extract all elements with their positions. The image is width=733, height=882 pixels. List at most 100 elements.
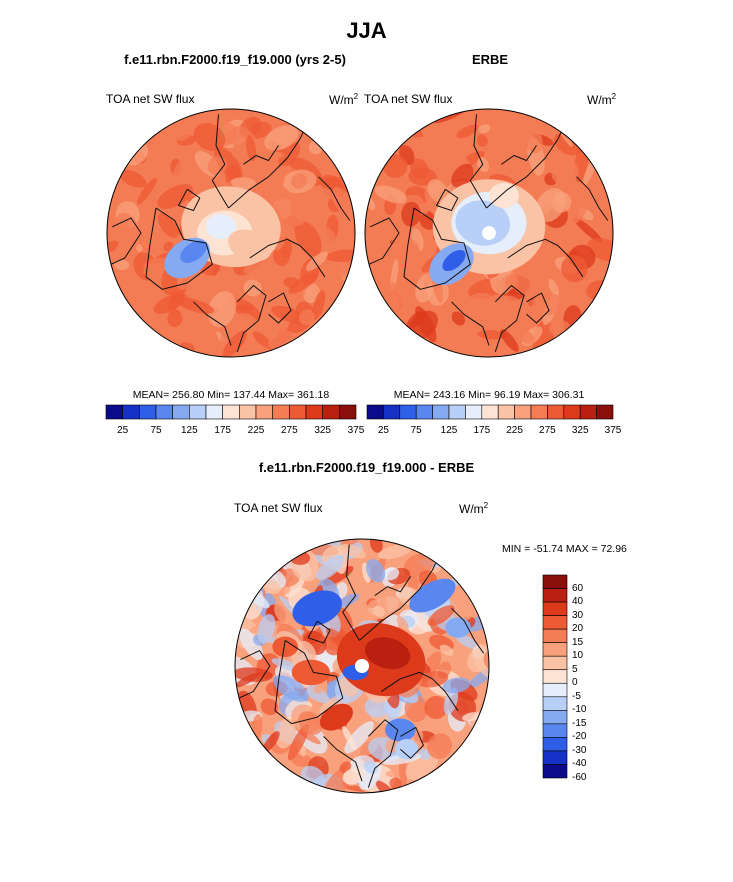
coastline — [274, 639, 344, 725]
field-contour-region — [272, 636, 298, 658]
panel1-colorbar-swatch — [305, 404, 323, 420]
field-contour-patch — [138, 199, 152, 214]
coastline — [374, 576, 412, 597]
coastline — [359, 550, 442, 641]
panel3-colorbar-tick-label: -15 — [572, 717, 587, 729]
field-contour-patch — [291, 173, 307, 189]
field-contour-patch — [407, 575, 420, 591]
coastline — [307, 620, 331, 644]
field-contour-patch — [275, 717, 297, 749]
field-contour-region — [291, 659, 330, 686]
field-contour-patch — [489, 161, 508, 178]
field-contour-patch — [385, 770, 403, 778]
coastline — [243, 145, 279, 165]
panel1-colorbar-swatch — [205, 404, 223, 420]
field-contour-patch — [365, 559, 386, 583]
panel1-colorbar-swatch — [339, 404, 357, 420]
field-contour-patch — [252, 331, 273, 349]
field-contour-patch — [287, 723, 310, 761]
panel2-colorbar-tick-label: 175 — [473, 425, 491, 436]
coastline — [342, 544, 360, 641]
panel2-colorbar-swatch — [497, 404, 515, 420]
field-contour-patch — [229, 313, 259, 337]
panel2-colorbar-tick-label: 75 — [410, 425, 422, 436]
coastline — [268, 292, 292, 324]
panel2-colorbar-swatch — [530, 404, 548, 420]
field-contour-patch — [316, 554, 345, 581]
field-contour-patch — [389, 777, 402, 790]
panel1-colorbar-swatch — [155, 404, 173, 420]
coastline — [238, 650, 271, 699]
field-contour-patch — [207, 291, 237, 328]
field-contour-patch — [172, 158, 195, 184]
panel3-colorbar-tick-label: 5 — [572, 663, 578, 675]
field-contour-region — [180, 240, 207, 263]
field-contour-patch — [243, 253, 277, 274]
panel3-colorbar-swatch — [542, 682, 568, 698]
panel3-colorbar-tick-label: -30 — [572, 744, 587, 756]
field-contour-patch — [336, 593, 360, 608]
panel3-colorbar-swatch — [542, 696, 568, 711]
panel1-stats: MEAN= 256.80 Min= 137.44 Max= 361.18 — [132, 389, 330, 401]
panel2-colorbar-swatch — [383, 404, 401, 420]
field-contour-region — [395, 738, 419, 760]
field-contour-patch — [222, 130, 239, 145]
field-contour-patch — [157, 212, 179, 239]
field-contour-patch — [291, 753, 312, 767]
field-contour-patch — [500, 329, 519, 352]
coastline — [318, 176, 351, 221]
field-contour-patch — [315, 223, 336, 241]
panel1-colorbar-swatch — [239, 404, 257, 420]
field-contour-patch — [590, 183, 608, 211]
panel3-colorbar-swatch — [542, 764, 568, 779]
field-contour-patch — [259, 150, 285, 159]
field-contour-patch — [204, 323, 217, 357]
field-contour-patch — [561, 255, 588, 283]
panel1-colorbar-tick-label: 375 — [347, 425, 365, 436]
map-boundary — [106, 108, 356, 358]
panel1-colorbar-tick-label: 25 — [117, 425, 129, 436]
field-contour-patch — [562, 278, 580, 294]
panel3-colorbar-swatch — [542, 723, 568, 738]
field-contour-patch — [231, 144, 242, 158]
panel2-colorbar-swatch — [415, 404, 433, 420]
panel2-variable-label: TOA net SW flux — [364, 92, 453, 106]
panel3-title: f.e11.rbn.F2000.f19_f19.000 - ERBE — [258, 460, 475, 475]
panel2-colorbar-tick-label: 25 — [377, 425, 389, 436]
panel3-colorbar-tick-label: 15 — [572, 636, 584, 648]
coastline — [193, 301, 232, 346]
coastline — [323, 736, 363, 782]
panel3-colorbar-swatch — [542, 615, 568, 630]
field-contour-patch — [510, 263, 539, 295]
panel3-colorbar-swatch — [542, 669, 568, 684]
field-contour-patch — [370, 244, 387, 262]
field-contour-patch — [472, 109, 491, 126]
panel3-colorbar-swatch — [542, 588, 568, 603]
pole-hole — [354, 658, 370, 674]
field-contour-patch — [374, 185, 408, 204]
field-contour-patch — [207, 156, 227, 176]
panel3-colorbar-tick-label: -5 — [572, 690, 581, 702]
field-contour-patch — [288, 272, 318, 294]
coastline — [451, 301, 490, 346]
coastline — [400, 726, 424, 759]
panel3-colorbar-tick-label: 30 — [572, 609, 584, 621]
panel1-colorbar-swatch — [272, 404, 290, 420]
coastline — [486, 120, 567, 209]
panel2-colorbar-tick-label: 125 — [440, 425, 458, 436]
panel3-colorbar-swatch — [542, 574, 568, 589]
panel1-colorbar-tick-label: 225 — [247, 425, 265, 436]
field-contour-patch — [377, 544, 412, 560]
field-contour-patch — [380, 265, 389, 278]
panel3-colorbar-tick-label: 20 — [572, 623, 584, 635]
panel1-colorbar-swatch — [322, 404, 340, 420]
field-contour-patch — [113, 212, 140, 251]
panel1-variable-label: TOA net SW flux — [106, 92, 195, 106]
panel1-polar-map — [106, 108, 356, 358]
panel3-colorbar-tick-label: -40 — [572, 758, 587, 770]
field-contour-patch — [468, 292, 502, 319]
coastline — [368, 217, 400, 265]
panel1-colorbar-swatch — [122, 404, 140, 420]
panel3-polar-map — [234, 538, 490, 794]
panel3-colorbar-tick-label: -60 — [572, 772, 587, 783]
